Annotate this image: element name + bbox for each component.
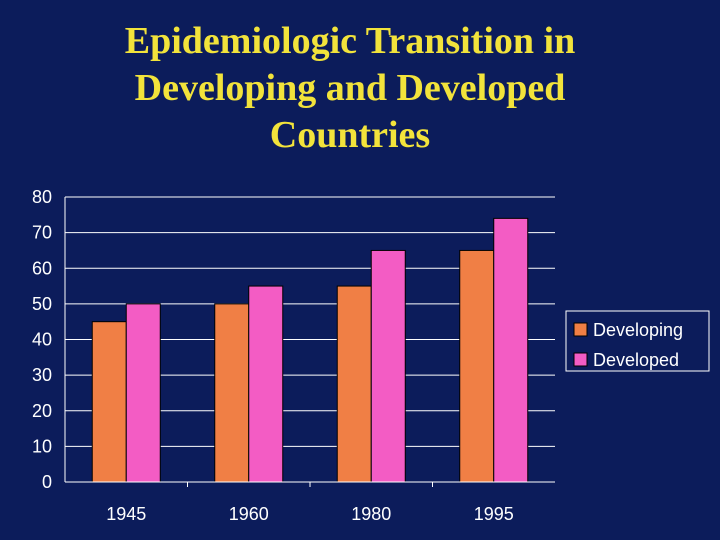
bar-developing-1980 (336, 285, 372, 483)
y-tick-label: 20 (32, 401, 52, 421)
title-line-2: Developing and Developed (134, 67, 566, 109)
y-tick-label: 30 (32, 365, 52, 385)
x-tick-label: 1960 (229, 504, 269, 524)
legend-swatch-developing (573, 322, 588, 337)
y-tick-label: 10 (32, 436, 52, 456)
y-tick-label: 60 (32, 258, 52, 278)
title-line-3: Countries (269, 114, 431, 156)
x-tick-label: 1995 (474, 504, 514, 524)
bar-developed-1995 (493, 217, 529, 483)
x-tick-label: 1980 (351, 504, 391, 524)
y-tick-label: 80 (32, 187, 52, 207)
bars (91, 217, 529, 483)
bar-developed-1980 (370, 249, 406, 483)
bar-developed-1960 (248, 285, 284, 483)
slide-title: Epidemiologic Transition in Developing a… (0, 18, 700, 159)
legend: Developing Developed (565, 310, 710, 372)
legend-label-developing: Developing (593, 320, 683, 340)
bar-developing-1945 (91, 321, 127, 483)
legend-label-developed: Developed (593, 350, 679, 370)
title-line-1: Epidemiologic Transition in (124, 20, 576, 62)
y-tick-label: 0 (42, 472, 52, 492)
legend-box (565, 310, 710, 372)
bar-developing-1960 (214, 303, 250, 483)
bar-developing-1995 (459, 249, 495, 483)
bar-developed-1945 (125, 303, 161, 483)
y-tick-label: 40 (32, 330, 52, 350)
legend-swatch-developed (573, 352, 588, 367)
y-tick-label: 70 (32, 223, 52, 243)
x-tick-label: 1945 (106, 504, 146, 524)
axes: 0 10 20 30 40 50 60 70 80 1945 1960 1980 1995 (32, 187, 555, 524)
y-tick-label: 50 (32, 294, 52, 314)
